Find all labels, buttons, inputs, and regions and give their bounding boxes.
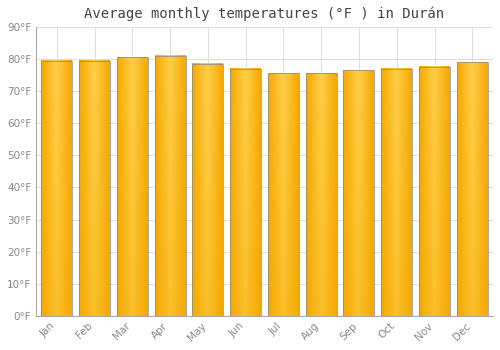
Bar xyxy=(306,74,336,316)
Bar xyxy=(117,57,148,316)
Bar xyxy=(382,69,412,316)
Bar xyxy=(79,61,110,316)
Bar xyxy=(268,74,299,316)
Bar xyxy=(419,67,450,316)
Bar xyxy=(230,69,261,316)
Bar xyxy=(457,62,488,316)
Bar xyxy=(154,56,186,316)
Bar xyxy=(344,70,374,316)
Bar xyxy=(42,61,72,316)
Bar xyxy=(192,64,224,316)
Title: Average monthly temperatures (°F ) in Durán: Average monthly temperatures (°F ) in Du… xyxy=(84,7,444,21)
